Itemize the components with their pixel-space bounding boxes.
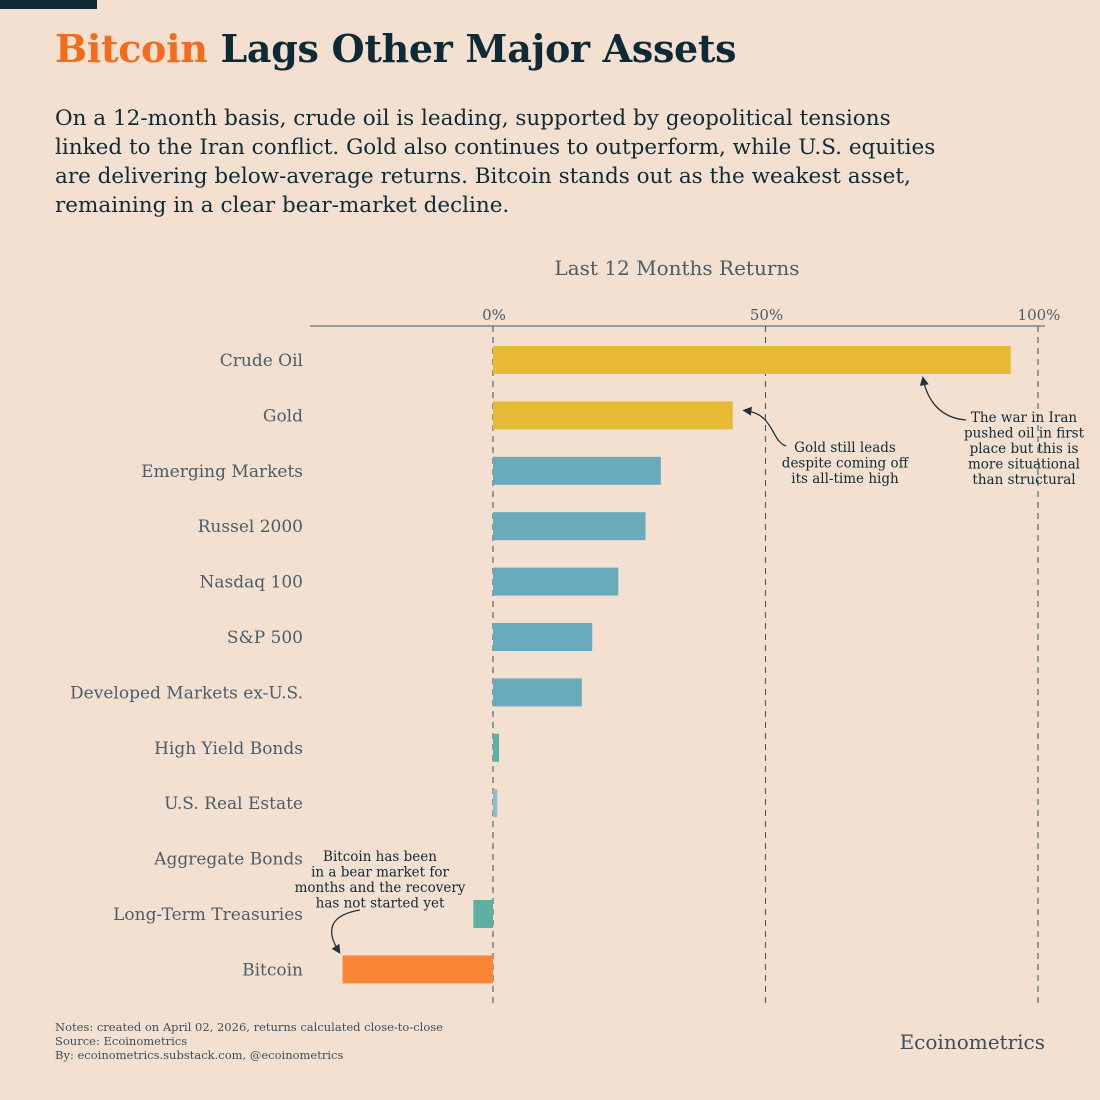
bar (493, 567, 619, 596)
category-label: U.S. Real Estate (164, 794, 303, 814)
bar (493, 401, 733, 430)
notes-line: Notes: created on April 02, 2026, return… (55, 1020, 443, 1034)
category-label: S&P 500 (227, 628, 303, 648)
category-label: Russel 2000 (198, 517, 303, 537)
bar (493, 346, 1011, 374)
footer-notes: Notes: created on April 02, 2026, return… (55, 1020, 443, 1062)
author-line: By: ecoinometrics.substack.com, @ecoinom… (55, 1048, 344, 1062)
annotation-arrow (742, 406, 787, 447)
bar (493, 512, 646, 541)
annotation-gold: Gold still leads despite coming off its al… (782, 440, 910, 487)
annotation-arrow (331, 909, 361, 954)
tick-label: 0% (482, 306, 506, 324)
bar (342, 955, 493, 984)
bar (493, 789, 498, 818)
category-label: Aggregate Bonds (153, 850, 303, 870)
category-label: High Yield Bonds (154, 739, 303, 759)
chart-title: Last 12 Months Returns (554, 256, 799, 280)
bar (493, 623, 593, 651)
category-label: Long-Term Treasuries (113, 905, 303, 925)
category-label: Bitcoin (242, 960, 303, 980)
page-title: Bitcoin Lags Other Major Assets (55, 26, 737, 71)
title-rest: Lags Other Major Assets (207, 26, 737, 71)
category-label: Emerging Markets (141, 462, 303, 482)
bar (473, 900, 493, 928)
bar (493, 678, 582, 707)
category-label: Nasdaq 100 (200, 573, 304, 593)
source-line: Source: Ecoinometrics (55, 1034, 188, 1048)
category-label: Gold (263, 406, 303, 426)
annotation-arrow (919, 376, 967, 421)
bar (493, 456, 661, 485)
category-label: Crude Oil (220, 351, 303, 371)
corner-accent-bar (0, 0, 97, 9)
category-label: Developed Markets ex-U.S. (70, 683, 303, 703)
tick-label: 100% (1018, 306, 1061, 324)
subtitle: On a 12-month basis, crude oil is leadin… (55, 106, 936, 218)
tick-label: 50% (750, 306, 783, 324)
annotation-crude-oil: The war in Iran pushed oil in first place … (964, 410, 1085, 488)
annotation-bitcoin: Bitcoin has been in a bear market for mont… (295, 849, 466, 912)
brand-logo-text: Ecoinometrics (899, 1030, 1045, 1054)
bar (493, 733, 499, 762)
title-highlight: Bitcoin (55, 26, 208, 71)
